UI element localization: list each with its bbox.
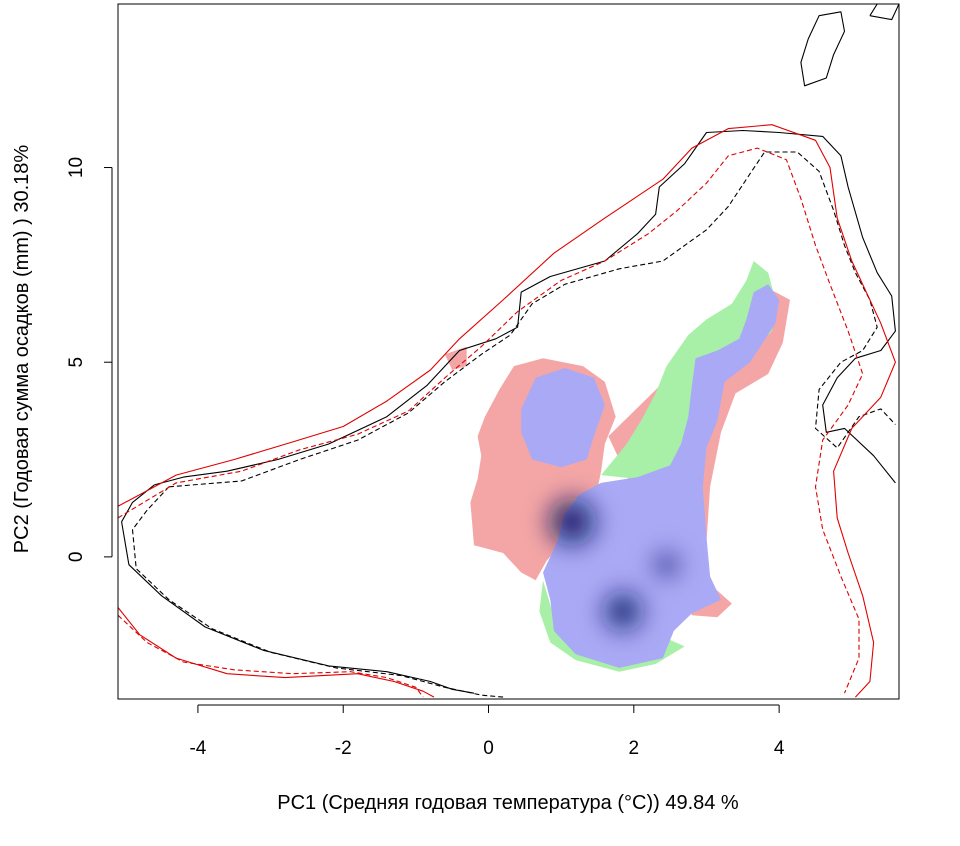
x-axis: -4 -2 0 2 4	[189, 704, 785, 759]
regions-layer	[444, 261, 790, 672]
density-band-1-3	[615, 604, 631, 619]
x-axis-title: PC1 (Средняя годовая температура (°C)) 4…	[277, 792, 739, 814]
x-tick-label-0: -4	[189, 738, 206, 759]
contour-dashed-red-6	[118, 147, 864, 694]
plot-area	[118, 4, 899, 698]
density-peak-0	[538, 487, 607, 556]
x-tick-label-1: -2	[335, 738, 352, 759]
y-tick-label-0: 0	[66, 552, 87, 563]
density-peak-2	[641, 539, 692, 590]
region-region-2-only-3	[601, 261, 776, 479]
x-tick-label-4: 4	[774, 738, 785, 759]
region-overlap-6	[543, 284, 780, 668]
y-tick-label-1: 5	[66, 357, 87, 368]
contour-solid-black-9	[869, 4, 899, 21]
contour-solid-black-8	[800, 11, 846, 87]
density-layer	[538, 487, 692, 642]
contour-dashed-red-7	[118, 614, 424, 698]
x-tick-label-3: 2	[629, 738, 640, 759]
region-overlap-5	[521, 368, 605, 468]
y-tick-label-2: 10	[66, 157, 87, 178]
contour-solid-black-1	[121, 484, 475, 694]
density-peak-1	[592, 580, 654, 642]
y-axis: 0 5 10	[66, 157, 113, 563]
contour-solid-black-0	[154, 129, 896, 486]
y-axis-title: PC2 (Годовая сумма осадков (mm) ) 30.18%	[11, 145, 33, 554]
contour-dashed-black-3	[131, 486, 504, 698]
x-tick-label-2: 0	[483, 738, 494, 759]
density-band-0-3	[564, 513, 581, 530]
contour-solid-red-4	[118, 124, 896, 698]
region-region-1-only-0	[444, 346, 467, 370]
contours-layer	[118, 4, 899, 698]
contour-solid-red-5	[118, 607, 435, 698]
density-band-2-3	[660, 558, 673, 571]
contour-dashed-black-2	[168, 151, 896, 488]
plot-frame	[117, 3, 900, 700]
